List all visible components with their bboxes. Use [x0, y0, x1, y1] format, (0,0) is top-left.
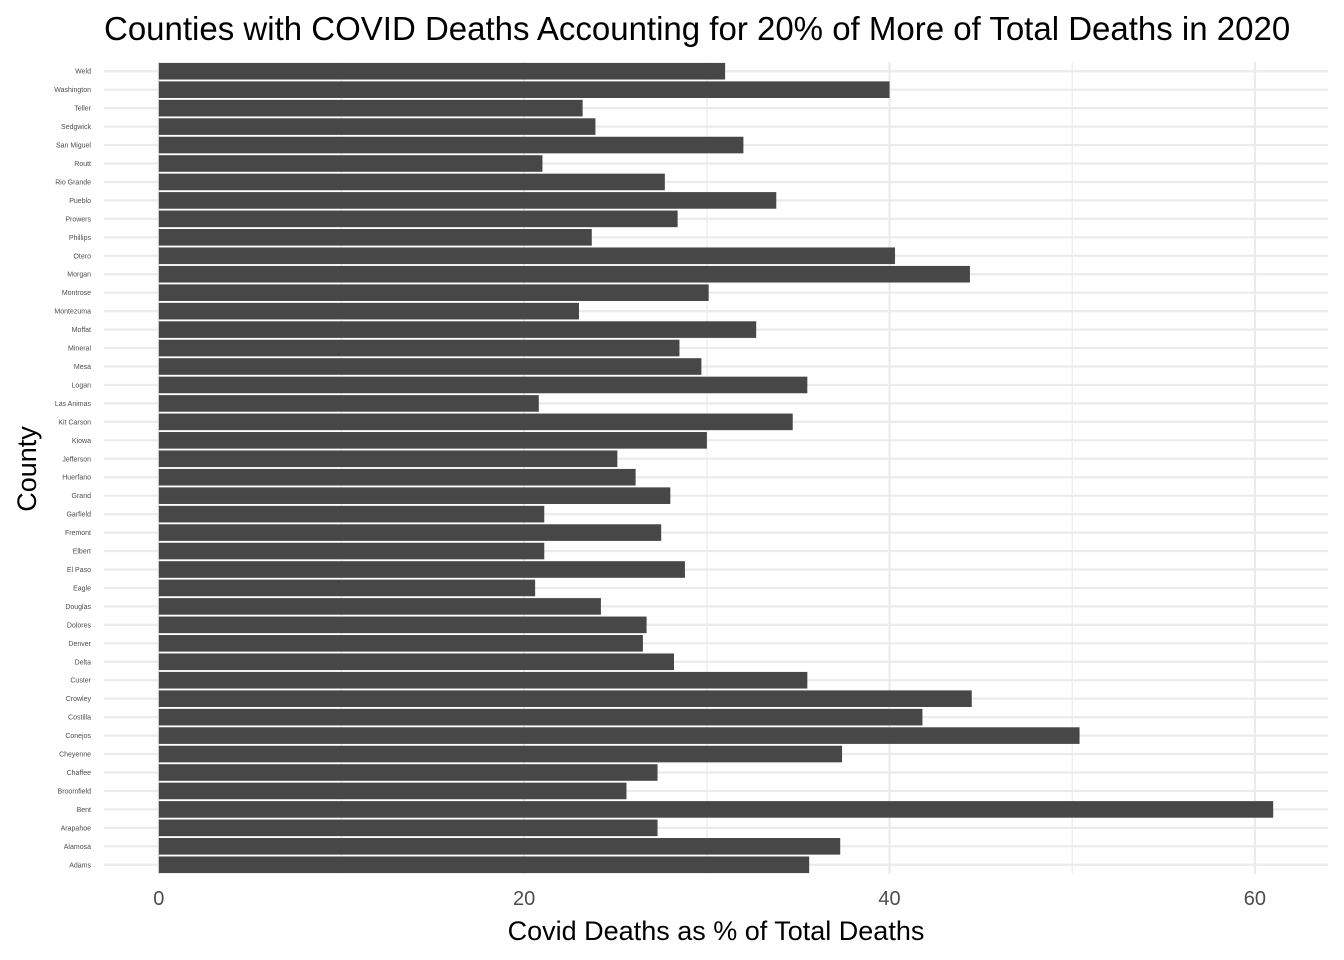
y-tick-label: Adams	[69, 862, 91, 869]
bar-garfield	[158, 505, 545, 523]
bar-las-animas	[158, 395, 539, 412]
y-tick-label: Cheyenne	[59, 752, 91, 759]
y-tick-label: Bent	[77, 807, 91, 814]
y-tick-label: Mesa	[74, 364, 91, 371]
bar-otero	[158, 247, 896, 265]
y-tick-label: Douglas	[65, 604, 91, 611]
y-tick-label: Alamosa	[64, 844, 91, 851]
bar-teller	[158, 99, 583, 117]
bar-moffat	[158, 321, 757, 338]
bar-costilla	[158, 708, 923, 726]
bar-kiowa	[158, 432, 707, 449]
bar-sedgwick	[158, 118, 596, 135]
bar-san-miguel	[158, 136, 744, 154]
bar-rio-grande	[158, 173, 665, 191]
y-tick-label: Arapahoe	[61, 825, 91, 832]
y-tick-label: Broomfield	[58, 788, 92, 795]
bar-bent	[158, 801, 1274, 818]
y-tick-label: Montezuma	[54, 309, 91, 316]
y-tick-label: Montrose	[62, 290, 91, 297]
x-tick-label: 60	[1244, 888, 1266, 910]
y-tick-label: Fremont	[65, 530, 91, 537]
bar-montrose	[158, 284, 709, 301]
bar-kit-carson	[158, 413, 793, 431]
x-tick-label: 20	[513, 888, 535, 910]
bar-washington	[158, 81, 890, 98]
bar-elbert	[158, 542, 545, 560]
x-tick-label: 40	[878, 888, 900, 910]
bar-chaffee	[158, 764, 658, 781]
x-axis-title: Covid Deaths as % of Total Deaths	[508, 916, 925, 946]
bar-prowers	[158, 210, 678, 228]
bar-grand	[158, 487, 671, 504]
y-tick-label: Conejos	[65, 733, 91, 740]
bar-fremont	[158, 524, 662, 541]
y-tick-label: Kiowa	[72, 438, 91, 445]
y-tick-label: Rio Grande	[55, 179, 91, 186]
bar-routt	[158, 155, 543, 172]
y-tick-label: Pueblo	[69, 198, 91, 205]
y-tick-label: Teller	[74, 106, 91, 113]
bar-pueblo	[158, 192, 777, 209]
bar-huerfano	[158, 468, 636, 486]
bar-arapahoe	[158, 819, 658, 837]
y-tick-label: Logan	[72, 382, 92, 389]
x-tick-label: 0	[153, 888, 164, 910]
bar-adams	[158, 856, 810, 874]
y-tick-label: Moffat	[72, 327, 91, 334]
bar-dolores	[158, 616, 647, 634]
y-tick-labels: Adams Alamosa Arapahoe Bent Broomfield Chaffe…	[54, 69, 91, 870]
y-tick-label: Otero	[73, 253, 91, 260]
y-tick-label: Sedgwick	[61, 124, 91, 131]
y-tick-label: Eagle	[73, 585, 91, 592]
bar-douglas	[158, 598, 601, 615]
y-tick-label: Jefferson	[62, 456, 91, 463]
y-tick-label: Grand	[72, 493, 92, 500]
bar-phillips	[158, 229, 592, 246]
y-tick-label: Las Animas	[55, 401, 92, 408]
bar-morgan	[158, 265, 970, 283]
y-tick-label: Weld	[75, 69, 91, 76]
y-tick-label: Elbert	[73, 549, 91, 556]
bar-weld	[158, 62, 726, 80]
y-tick-label: Washington	[54, 87, 91, 94]
bar-conejos	[158, 727, 1080, 744]
bar-jefferson	[158, 450, 618, 468]
y-tick-label: Routt	[74, 161, 91, 168]
y-tick-label: Phillips	[69, 235, 92, 242]
y-tick-label: Delta	[75, 659, 91, 666]
y-axis-title: County	[12, 426, 42, 512]
bar-delta	[158, 653, 674, 671]
bar-crowley	[158, 690, 972, 707]
bar-montezuma	[158, 302, 579, 320]
bar-mesa	[158, 358, 702, 375]
bar-denver	[158, 635, 643, 652]
bar-custer	[158, 671, 808, 689]
y-tick-label: Kit Carson	[58, 419, 91, 426]
bars	[158, 62, 1274, 874]
x-tick-labels: 0 20 40 60	[153, 888, 1266, 910]
y-tick-label: Prowers	[65, 216, 91, 223]
y-tick-label: Garfield	[66, 512, 91, 519]
y-tick-label: Crowley	[66, 696, 92, 703]
y-tick-label: Mineral	[68, 346, 91, 353]
y-tick-label: Dolores	[67, 622, 92, 629]
bar-broomfield	[158, 782, 627, 800]
y-tick-label: Morgan	[67, 272, 91, 279]
bar-el-paso	[158, 561, 685, 578]
y-tick-label: Chaffee	[67, 770, 91, 777]
y-tick-label: Costilla	[68, 715, 91, 722]
y-tick-label: Denver	[68, 641, 91, 648]
bar-logan	[158, 376, 808, 394]
bar-eagle	[158, 579, 536, 597]
bar-mineral	[158, 339, 680, 357]
y-tick-label: El Paso	[67, 567, 91, 574]
chart-title: Counties with COVID Deaths Accounting fo…	[104, 10, 1290, 47]
y-tick-label: Huerfano	[62, 475, 91, 482]
y-tick-label: San Miguel	[56, 143, 91, 150]
bar-alamosa	[158, 838, 841, 855]
y-tick-label: Custer	[70, 678, 91, 685]
bar-cheyenne	[158, 745, 843, 763]
